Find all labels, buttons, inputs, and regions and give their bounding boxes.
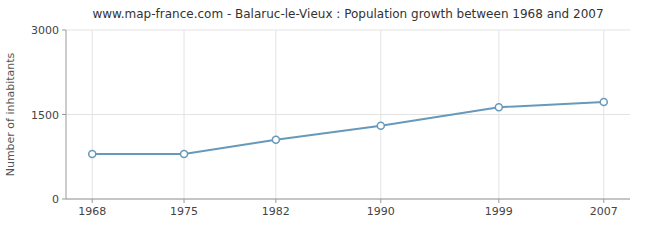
chart-title: www.map-france.com - Balaruc-le-Vieux : … — [92, 7, 603, 21]
x-grid-line — [184, 30, 185, 199]
y-tick — [62, 199, 66, 200]
grid — [66, 30, 630, 199]
y-axis-label: Number of inhabitants — [4, 52, 17, 176]
x-tick — [380, 199, 381, 203]
y-grid-line — [66, 199, 630, 200]
x-tick — [275, 199, 276, 203]
x-tick — [92, 199, 93, 203]
x-tick — [603, 199, 604, 203]
x-tick-label: 1999 — [485, 205, 513, 218]
y-grid-line — [66, 30, 630, 31]
x-grid-line — [498, 30, 499, 199]
axes: 1968 1975 1982 1990 1999 2007 0 1500 3000 — [31, 24, 618, 218]
chart-svg: 1968 1975 1982 1990 1999 2007 0 1500 3000 Number … — [0, 0, 650, 229]
x-tick-label: 1982 — [262, 205, 290, 218]
y-tick-label: 3000 — [31, 24, 59, 37]
data-point — [272, 136, 279, 143]
data-point — [600, 99, 607, 106]
chart-container: 1968 1975 1982 1990 1999 2007 0 1500 3000 Number … — [0, 0, 650, 229]
data-point — [181, 150, 188, 157]
series-line — [92, 102, 604, 154]
y-tick — [62, 114, 66, 115]
x-tick — [498, 199, 499, 203]
x-grid-line — [603, 30, 604, 199]
x-tick-label: 1975 — [170, 205, 198, 218]
x-tick-label: 1968 — [78, 205, 106, 218]
y-grid-line — [66, 114, 630, 115]
series — [89, 99, 608, 158]
x-tick-label: 1990 — [367, 205, 395, 218]
y-tick-label: 1500 — [31, 109, 59, 122]
x-grid-line — [380, 30, 381, 199]
x-axis-line — [66, 199, 630, 200]
x-grid-line — [275, 30, 276, 199]
y-tick — [62, 30, 66, 31]
data-point — [89, 150, 96, 157]
data-point — [377, 122, 384, 129]
x-grid-line — [92, 30, 93, 199]
y-tick-label: 0 — [52, 193, 59, 206]
data-point — [495, 104, 502, 111]
x-tick — [184, 199, 185, 203]
x-tick-label: 2007 — [590, 205, 618, 218]
